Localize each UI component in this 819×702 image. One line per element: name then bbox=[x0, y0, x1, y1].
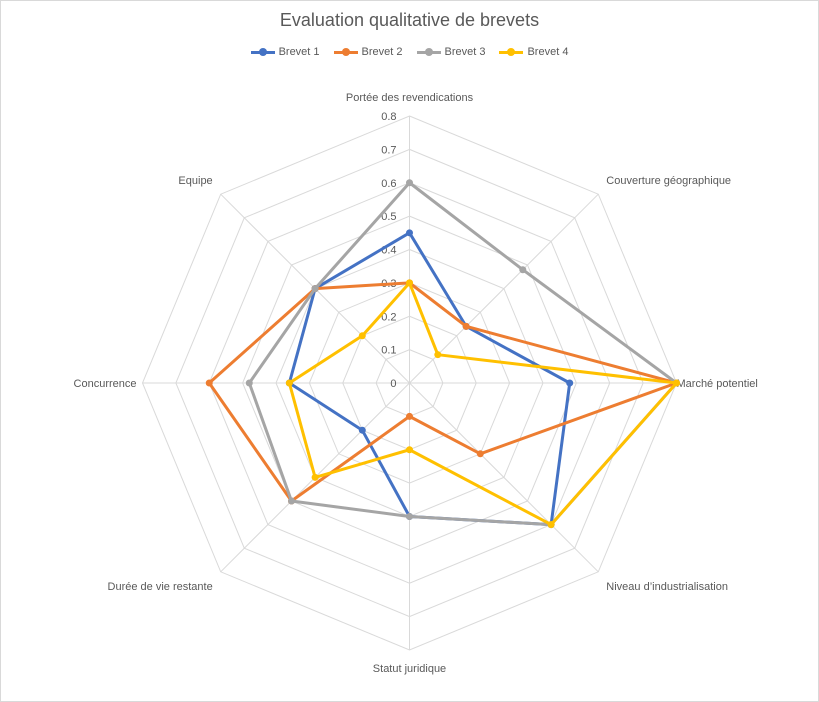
data-point bbox=[406, 412, 413, 420]
tick-label: 0.1 bbox=[381, 345, 396, 357]
series-line-1 bbox=[287, 231, 572, 527]
data-point bbox=[566, 379, 574, 387]
data-point bbox=[406, 279, 413, 287]
grid-spoke bbox=[409, 382, 599, 573]
legend-item: Brevet 4 bbox=[499, 46, 568, 58]
tick-label: 0.8 bbox=[381, 111, 396, 123]
legend-item: Brevet 3 bbox=[416, 46, 486, 58]
category-label: Equipe bbox=[178, 175, 212, 187]
legend-swatch bbox=[499, 48, 524, 56]
tick-label: 0.5 bbox=[381, 211, 396, 223]
legend-label: Brevet 1 bbox=[278, 46, 320, 58]
category-label: Marché potentiel bbox=[677, 378, 758, 390]
data-point bbox=[358, 426, 366, 434]
data-point bbox=[434, 351, 442, 359]
legend-item: Brevet 2 bbox=[333, 46, 403, 58]
legend: Brevet 1 Brevet 2 Brevet 3 Brevet 4 bbox=[0, 46, 819, 58]
data-point bbox=[205, 379, 213, 387]
tick-label: 0.7 bbox=[381, 144, 396, 156]
legend-swatch bbox=[416, 48, 441, 56]
legend-label: Brevet 3 bbox=[444, 46, 486, 58]
data-point bbox=[311, 285, 319, 293]
legend-swatch bbox=[250, 48, 275, 56]
data-point bbox=[462, 322, 470, 330]
data-point bbox=[406, 229, 413, 237]
category-label: Portée des revendications bbox=[346, 92, 474, 104]
data-point bbox=[358, 332, 366, 340]
legend-swatch bbox=[333, 48, 358, 56]
category-label: Concurrence bbox=[74, 378, 137, 390]
data-point bbox=[673, 379, 680, 387]
data-point bbox=[476, 450, 484, 458]
tick-label: 0.6 bbox=[381, 178, 396, 190]
legend-label: Brevet 4 bbox=[527, 46, 569, 58]
data-point bbox=[519, 266, 527, 274]
legend-item: Brevet 1 bbox=[250, 46, 320, 58]
data-point bbox=[406, 513, 413, 520]
category-label: Statut juridique bbox=[373, 663, 446, 675]
legend-label: Brevet 2 bbox=[361, 46, 403, 58]
category-label: Durée de vie restante bbox=[108, 581, 213, 593]
data-point bbox=[245, 379, 253, 387]
data-point bbox=[547, 521, 555, 529]
data-point bbox=[288, 497, 296, 505]
tick-label: 0 bbox=[390, 378, 396, 390]
data-point bbox=[311, 473, 319, 481]
category-label: Niveau d’industrialisation bbox=[606, 581, 728, 593]
category-label: Couverture géographique bbox=[606, 175, 731, 187]
grid-spoke bbox=[409, 193, 599, 384]
data-point bbox=[406, 179, 413, 187]
chart-title: Evaluation qualitative de brevets bbox=[279, 10, 540, 30]
data-point bbox=[285, 379, 293, 387]
data-point bbox=[406, 446, 413, 454]
tick-label: 0.2 bbox=[381, 311, 396, 323]
